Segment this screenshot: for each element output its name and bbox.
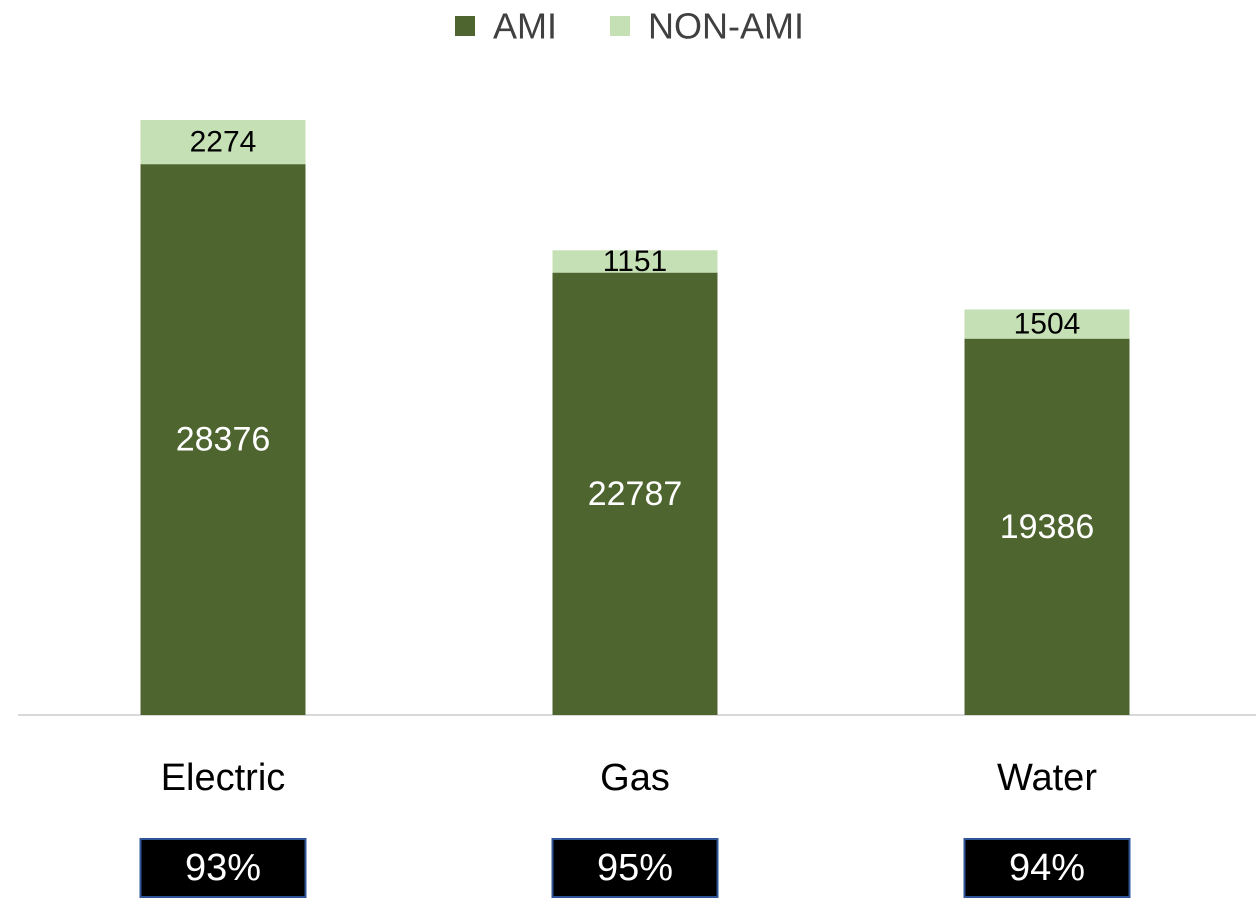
data-label: 2274 xyxy=(190,126,257,159)
legend-label: NON-AMI xyxy=(648,6,804,47)
data-label: 28376 xyxy=(176,421,271,459)
legend-label: AMI xyxy=(493,6,557,47)
x-tick-label: Water xyxy=(997,757,1097,799)
annotation: 94% xyxy=(1009,847,1085,889)
legend-swatch xyxy=(455,16,475,36)
annotation-box xyxy=(551,838,719,898)
annotation-box xyxy=(963,838,1131,898)
bar-segment xyxy=(964,338,1130,715)
annotation: 93% xyxy=(185,847,261,889)
bar-segment xyxy=(140,164,306,715)
bar-segment xyxy=(140,120,306,165)
annotation: 95% xyxy=(597,847,673,889)
x-tick-label: Electric xyxy=(161,757,286,799)
data-label: 22787 xyxy=(588,475,683,513)
data-label: 1504 xyxy=(1014,308,1081,341)
bar-segment xyxy=(552,250,718,273)
annotation-box xyxy=(139,838,307,898)
x-tick-label: Gas xyxy=(600,757,670,799)
bar-segment xyxy=(964,309,1130,339)
data-label: 19386 xyxy=(1000,508,1095,546)
legend-swatch xyxy=(610,16,630,36)
data-label: 1151 xyxy=(603,245,668,278)
bar-segment xyxy=(552,272,718,715)
